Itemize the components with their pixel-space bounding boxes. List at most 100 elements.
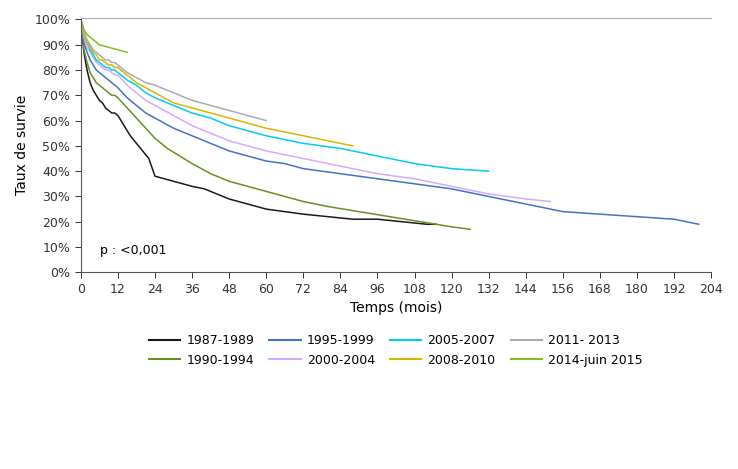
Line: 1995-1999: 1995-1999 <box>81 20 699 224</box>
2005-2007 <box>111 67 120 73</box>
1990-1994 <box>95 83 104 88</box>
1987-1989 <box>348 216 357 222</box>
1987-1989 <box>111 110 120 116</box>
2005-2007 <box>89 52 97 58</box>
1995-1999 <box>169 125 178 131</box>
2011- 2013 <box>107 60 116 65</box>
2000-2004 <box>447 183 456 189</box>
1990-1994 <box>262 189 271 194</box>
2008-2010 <box>299 133 308 138</box>
1990-1994 <box>123 105 131 111</box>
1995-1999 <box>132 103 141 108</box>
1995-1999 <box>141 110 150 116</box>
2005-2007 <box>123 77 131 83</box>
Line: 1990-1994: 1990-1994 <box>81 20 470 229</box>
1990-1994 <box>224 179 233 184</box>
Line: 1987-1989: 1987-1989 <box>81 20 436 224</box>
X-axis label: Temps (mois): Temps (mois) <box>350 301 442 315</box>
1990-1994 <box>447 224 456 230</box>
1987-1989 <box>151 174 159 179</box>
1995-1999 <box>262 158 271 164</box>
2000-2004 <box>111 72 120 78</box>
2000-2004 <box>114 72 123 78</box>
1990-1994 <box>83 60 92 65</box>
1995-1999 <box>111 83 120 88</box>
1995-1999 <box>104 77 113 83</box>
2014-juin 2015 <box>114 47 123 53</box>
1995-1999 <box>410 181 419 187</box>
1995-1999 <box>521 201 530 207</box>
2000-2004 <box>299 156 308 161</box>
2008-2010 <box>80 32 89 38</box>
2008-2010 <box>123 72 131 78</box>
2005-2007 <box>95 60 104 65</box>
2008-2010 <box>348 143 357 149</box>
2008-2010 <box>141 85 150 91</box>
1987-1989 <box>160 176 169 182</box>
2005-2007 <box>104 65 113 70</box>
2011- 2013 <box>244 113 252 118</box>
2008-2010 <box>111 65 120 70</box>
1995-1999 <box>86 57 94 63</box>
1995-1999 <box>151 115 159 121</box>
2005-2007 <box>336 145 345 151</box>
2008-2010 <box>86 45 94 50</box>
1990-1994 <box>111 92 120 98</box>
2000-2004 <box>132 90 141 96</box>
2014-juin 2015 <box>83 32 92 38</box>
1995-1999 <box>447 186 456 192</box>
2000-2004 <box>141 98 150 103</box>
2011- 2013 <box>111 60 120 65</box>
2000-2004 <box>336 163 345 169</box>
2014-juin 2015 <box>86 34 94 40</box>
1987-1989 <box>299 212 308 217</box>
2011- 2013 <box>151 83 159 88</box>
1995-1999 <box>107 80 116 85</box>
2005-2007 <box>410 161 419 166</box>
2011- 2013 <box>98 54 107 60</box>
1990-1994 <box>107 92 116 98</box>
1987-1989 <box>114 113 123 118</box>
2008-2010 <box>83 39 92 45</box>
1990-1994 <box>98 85 107 91</box>
1995-1999 <box>244 153 252 159</box>
1995-1999 <box>632 214 641 219</box>
1990-1994 <box>151 136 159 141</box>
1995-1999 <box>373 176 382 182</box>
1995-1999 <box>101 75 110 81</box>
2000-2004 <box>77 17 86 23</box>
2000-2004 <box>169 113 178 118</box>
1987-1989 <box>132 141 141 146</box>
2011- 2013 <box>123 70 131 76</box>
1995-1999 <box>224 148 233 154</box>
1987-1989 <box>200 186 209 192</box>
1990-1994 <box>299 199 308 204</box>
1990-1994 <box>416 219 425 225</box>
2008-2010 <box>92 52 100 58</box>
1995-1999 <box>83 50 92 55</box>
1990-1994 <box>104 90 113 96</box>
2000-2004 <box>107 70 116 76</box>
1995-1999 <box>77 17 86 23</box>
2011- 2013 <box>262 118 271 123</box>
1987-1989 <box>213 191 221 197</box>
1995-1999 <box>95 70 104 76</box>
1987-1989 <box>86 80 94 85</box>
1995-1999 <box>89 62 97 68</box>
2011- 2013 <box>224 108 233 113</box>
1987-1989 <box>244 201 252 207</box>
1987-1989 <box>280 209 289 214</box>
2014-juin 2015 <box>77 17 86 23</box>
1987-1989 <box>89 87 97 93</box>
2011- 2013 <box>104 57 113 63</box>
1995-1999 <box>92 67 100 73</box>
1990-1994 <box>187 161 196 166</box>
2005-2007 <box>98 62 107 68</box>
2005-2007 <box>101 65 110 70</box>
1995-1999 <box>80 39 89 45</box>
2005-2007 <box>141 90 150 96</box>
2008-2010 <box>114 65 123 70</box>
1995-1999 <box>669 216 678 222</box>
2005-2007 <box>187 110 196 116</box>
2000-2004 <box>86 50 94 55</box>
